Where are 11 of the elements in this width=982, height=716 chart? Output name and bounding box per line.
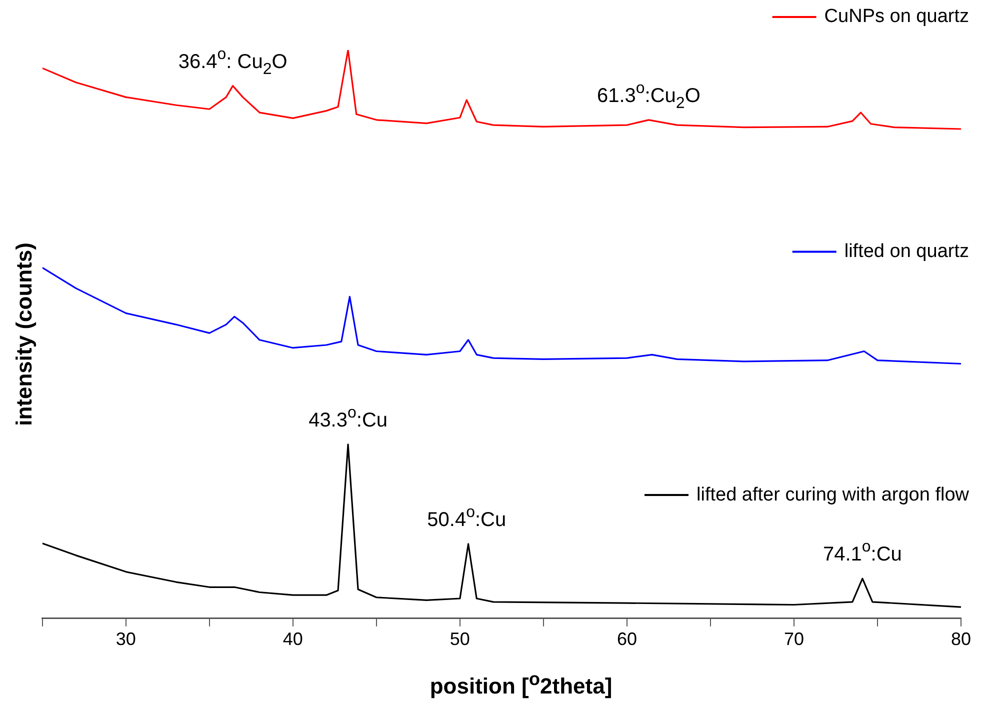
x-axis-title: position [$^{o}$2theta] [428, 668, 614, 700]
x-tick-label: 50 [450, 629, 470, 650]
x-tick-label: 30 [116, 629, 136, 650]
y-axis-title: intensity (counts) [11, 242, 36, 426]
legend-label: lifted after curing with argon flow [696, 484, 970, 506]
legend-label: lifted on quartz [844, 240, 969, 262]
x-tick-label: 70 [784, 629, 804, 650]
legend-label: CuNPs on quartz [824, 6, 969, 28]
x-tick-label: 60 [616, 629, 637, 650]
x-tick-label: 40 [282, 629, 303, 650]
x-tick-label: 80 [950, 629, 972, 650]
